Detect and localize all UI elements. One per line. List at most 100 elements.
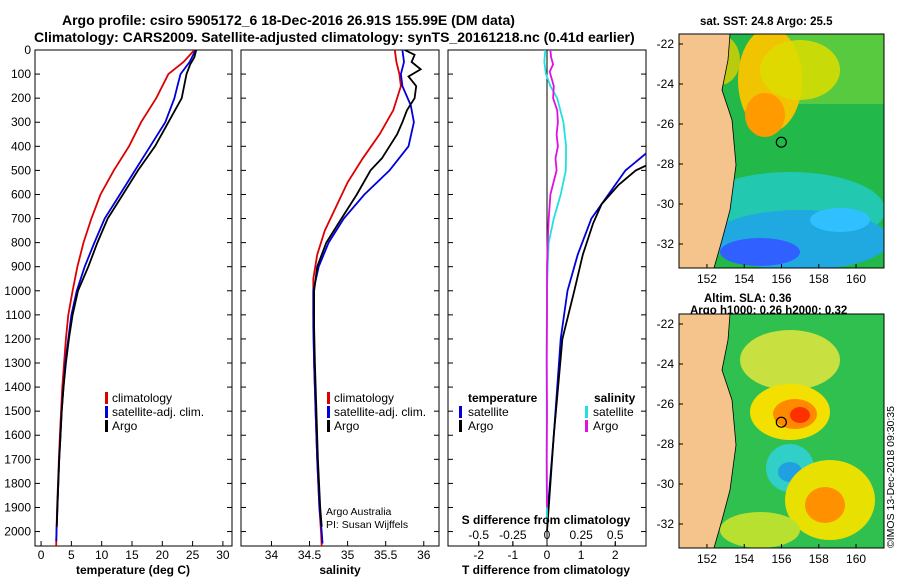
map-lon-label: 156 <box>771 272 791 286</box>
depth-tick-label: 1300 <box>4 356 31 370</box>
map-lon-label: 152 <box>697 552 717 566</box>
x-tick-label: -1 <box>508 548 519 562</box>
legend-climatology-swatch <box>105 392 108 404</box>
depth-tick-label: 1600 <box>4 428 31 442</box>
depth-tick-label: 2000 <box>4 525 31 539</box>
x-tick-label: -2 <box>473 548 484 562</box>
x-tick-label: 10 <box>95 548 109 562</box>
salinity-legend: climatology satellite-adj. clim. Argo <box>327 391 426 433</box>
legend-argo-swatch <box>105 420 108 432</box>
legend-climatology: climatology <box>334 391 394 405</box>
depth-tick-label: 200 <box>11 91 31 105</box>
map-lat-label: -24 <box>657 77 675 91</box>
x-tick-label: 30 <box>216 548 230 562</box>
map-lat-label: -28 <box>657 157 675 171</box>
legend-temperature-title: temperature <box>468 391 538 405</box>
depth-tick-label: 1200 <box>4 332 31 346</box>
map-lat-label: -30 <box>657 477 675 491</box>
salinity-lines <box>312 50 423 546</box>
temperature-lines <box>55 50 198 546</box>
depth-tick-label: 1400 <box>4 380 31 394</box>
legend-satellite-swatch <box>327 406 330 418</box>
s-tick-label: -0.5 <box>468 528 489 542</box>
title-line-2: Climatology: CARS2009. Satellite-adjuste… <box>34 29 635 45</box>
legend-s-satellite: satellite <box>593 405 634 419</box>
legend-t-satellite: satellite <box>468 405 509 419</box>
argo-float-marker <box>775 416 787 428</box>
temperature-legend: climatology satellite-adj. clim. Argo <box>105 391 204 433</box>
legend-salinity-title: salinity <box>594 391 636 405</box>
depth-tick-label: 1900 <box>4 500 31 514</box>
x-tick-label: 0 <box>38 548 45 562</box>
map-lat-label: -26 <box>657 117 675 131</box>
imos-credit: ©IMOS 13-Dec-2018 09:30:35 <box>885 406 897 548</box>
legend-argo-swatch <box>327 420 330 432</box>
depth-tick-label: 900 <box>11 260 31 274</box>
argo-australia-note: Argo Australia <box>326 506 392 518</box>
legend-s-argo-swatch <box>585 420 588 432</box>
sst-map: sat. SST: 24.8 Argo: 25.5 152 154 156 158 16… <box>657 16 885 286</box>
difference-legend: temperature satellite Argo salinity sate… <box>459 391 636 433</box>
series-line-argo <box>55 50 198 527</box>
x-tick-label: 36 <box>417 548 431 562</box>
map-lat-label: -30 <box>657 197 675 211</box>
series-line-t-argo <box>546 164 646 532</box>
legend-argo: Argo <box>334 419 360 433</box>
map-lat-label: -28 <box>657 437 675 451</box>
x-tick-label: 2 <box>612 548 619 562</box>
s-tick-label: -0.25 <box>499 528 527 542</box>
depth-tick-label: 1000 <box>4 284 31 298</box>
legend-climatology-swatch <box>327 392 330 404</box>
legend-satellite-adj: satellite-adj. clim. <box>334 405 426 419</box>
depth-tick-label: 400 <box>11 139 31 153</box>
salinity-x-axis: 34 34.5 35 35.5 36 <box>265 541 431 562</box>
map-lon-label: 154 <box>734 552 754 566</box>
x-tick-label: 35 <box>341 548 355 562</box>
map-lon-label: 152 <box>697 272 717 286</box>
x-tick-label: 34 <box>265 548 279 562</box>
legend-s-argo: Argo <box>593 419 619 433</box>
x-tick-label: 34.5 <box>298 548 322 562</box>
depth-tick-label: 800 <box>11 236 31 250</box>
legend-t-argo: Argo <box>468 419 494 433</box>
depth-tick-label: 500 <box>11 163 31 177</box>
depth-tick-label: 100 <box>11 67 31 81</box>
depth-tick-label: 1100 <box>5 308 31 322</box>
map-lat-label: -26 <box>657 397 675 411</box>
map-lon-label: 154 <box>734 272 754 286</box>
x-tick-label: 25 <box>186 548 200 562</box>
depth-tick-label: 300 <box>11 115 31 129</box>
s-difference-xlabel: S difference from climatology <box>462 513 631 527</box>
x-tick-label: 20 <box>156 548 170 562</box>
temperature-xlabel: temperature (deg C) <box>76 563 190 577</box>
map-lat-label: -22 <box>657 37 675 51</box>
sla-map: Altim. SLA: 0.36 Argo h1000: 0.26 h2000:… <box>657 293 885 566</box>
map-lon-label: 160 <box>846 552 866 566</box>
x-tick-label: 0 <box>544 548 551 562</box>
argo-float-marker <box>775 136 787 148</box>
x-tick-label: 1 <box>578 548 585 562</box>
salinity-panel: 34 34.5 35 35.5 36 climatology satellite-adj… <box>240 49 440 577</box>
x-tick-label: 35.5 <box>374 548 398 562</box>
sst-map-title: sat. SST: 24.8 Argo: 25.5 <box>700 16 833 28</box>
depth-tick-label: 1800 <box>4 476 31 490</box>
legend-satellite-adj: satellite-adj. clim. <box>112 405 204 419</box>
map-lat-label: -24 <box>657 357 675 371</box>
map-lat-label: -22 <box>657 317 675 331</box>
series-line-argo <box>313 50 423 527</box>
depth-tick-label: 700 <box>11 212 31 226</box>
temperature-panel: 0100200300400500600700800900100011001200… <box>4 43 233 577</box>
x-tick-label: 15 <box>125 548 139 562</box>
map-lon-label: 158 <box>809 552 829 566</box>
depth-tick-label: 1500 <box>4 404 31 418</box>
depth-axis: 0 100 200 300 400 500 600 700 800 900 1000 1100 1200… <box>4 43 232 539</box>
temperature-x-axis: 0 5 10 15 20 25 30 <box>38 541 230 562</box>
legend-satellite-swatch <box>105 406 108 418</box>
legend-climatology: climatology <box>112 391 172 405</box>
series-line-s-argo <box>545 50 559 508</box>
map-lat-label: -32 <box>657 237 675 251</box>
title-line-1: Argo profile: csiro 5905172_6 18-Dec-201… <box>62 12 515 28</box>
depth-tick-label: 1700 <box>4 452 31 466</box>
